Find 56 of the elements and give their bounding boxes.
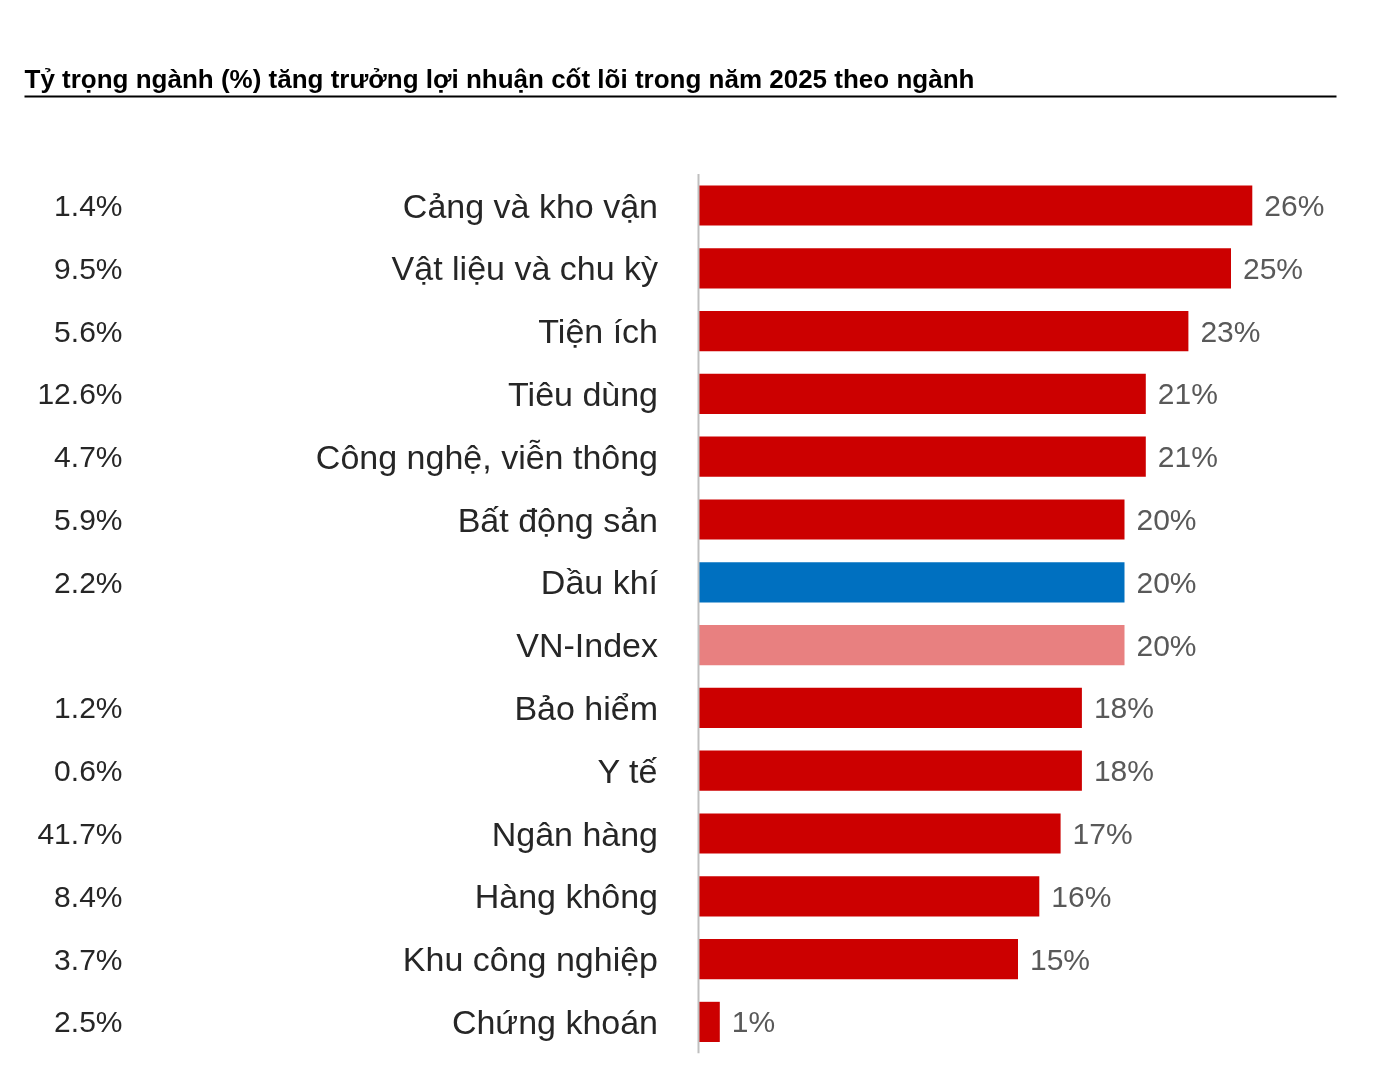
y-tick-label: Bảo hiểm — [514, 688, 659, 727]
y-tick-label: Cảng và kho vận — [402, 186, 659, 225]
bar — [698, 1001, 720, 1042]
y2-tick-label: 0.6% — [54, 754, 123, 788]
chart-title: Tỷ trọng ngành (%) tăng trưởng lợi nhuận cốt lõi trong năm 2025 theo ngành — [24, 63, 975, 94]
y2-tick-label: 9.5% — [54, 251, 123, 285]
bar — [698, 248, 1231, 289]
data-label: 23% — [1200, 314, 1261, 348]
bar — [698, 499, 1125, 540]
bar — [698, 625, 1125, 666]
data-label: 1% — [731, 1005, 776, 1039]
y-tick-label: Bất động sản — [457, 500, 659, 539]
bar — [698, 311, 1189, 352]
y-tick-label: Ngân hàng — [491, 814, 659, 853]
bar — [698, 750, 1082, 791]
y2-tick-label: 1.4% — [54, 189, 123, 222]
bar — [698, 185, 1253, 226]
y-tick-label: Y tế — [597, 751, 658, 790]
data-label: 18% — [1093, 691, 1154, 725]
y-tick-label: Tiện ích — [538, 312, 659, 351]
data-label: 17% — [1072, 817, 1133, 850]
bar — [698, 436, 1146, 477]
data-label: 21% — [1157, 377, 1218, 411]
bar — [698, 876, 1040, 917]
y-tick-label: Dầu khí — [540, 563, 659, 602]
bar — [698, 939, 1018, 980]
y2-tick-label: 12.6% — [37, 377, 123, 411]
data-label: 20% — [1136, 565, 1197, 599]
y2-tick-label: 8.4% — [54, 879, 123, 913]
data-label: 15% — [1030, 942, 1091, 976]
data-label: 16% — [1051, 879, 1112, 913]
y-tick-label: VN-Index — [516, 626, 659, 665]
data-label: 26% — [1264, 189, 1325, 222]
y-tick-label: Công nghệ, viễn thông — [315, 437, 659, 476]
y2-tick-label: 5.6% — [54, 314, 123, 348]
y-tick-label: Khu công nghiệp — [402, 940, 659, 979]
y2-tick-label: 41.7% — [37, 817, 123, 850]
y2-tick-label: 1.2% — [54, 691, 123, 725]
y2-tick-label: 3.7% — [54, 942, 123, 976]
data-label: 25% — [1243, 251, 1304, 285]
data-label: 20% — [1136, 503, 1197, 536]
y-tick-label: Tiêu dùng — [508, 374, 659, 413]
bar — [698, 687, 1082, 728]
y-tick-label: Vật liệu và chu kỳ — [391, 249, 659, 288]
bar — [698, 373, 1146, 414]
y-tick-label: Chứng khoán — [451, 1002, 659, 1041]
data-label: 21% — [1157, 440, 1218, 474]
y2-tick-label: 2.5% — [54, 1005, 123, 1039]
y2-tick-label: 5.9% — [54, 503, 123, 536]
bar — [698, 562, 1125, 603]
data-label: 20% — [1136, 628, 1197, 662]
bar — [698, 813, 1061, 854]
y2-tick-label: 2.2% — [54, 565, 123, 599]
y-tick-label: Hàng không — [474, 877, 659, 916]
y2-tick-label: 4.7% — [54, 440, 123, 474]
data-label: 18% — [1093, 754, 1154, 788]
